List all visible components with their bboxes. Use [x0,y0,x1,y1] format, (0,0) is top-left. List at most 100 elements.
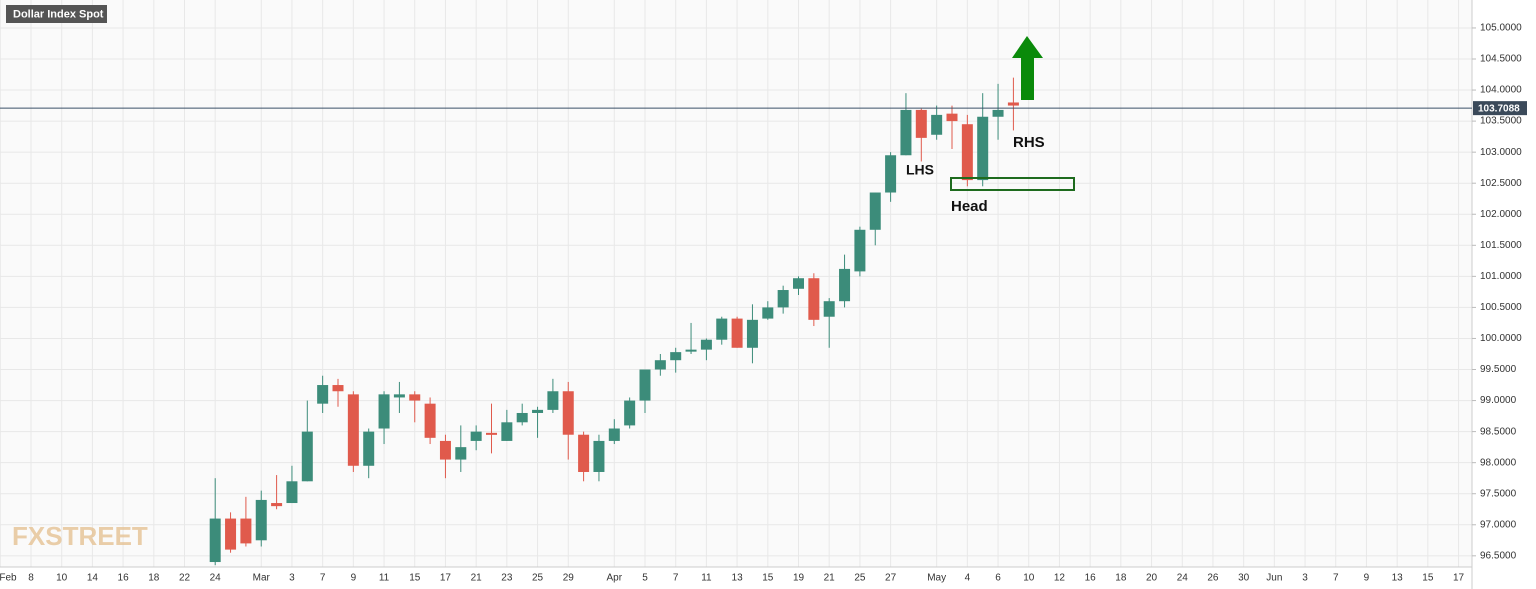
x-tick-label: 24 [1177,573,1189,584]
candle-body [992,109,1004,117]
x-tick-label: 27 [885,573,897,584]
x-tick-label: 9 [351,573,357,584]
candle-body [486,432,497,435]
x-tick-label: 10 [1023,573,1035,584]
candle-body [363,431,375,466]
x-tick-label: 30 [1238,573,1250,584]
x-tick-label: 13 [732,573,744,584]
candle-body [977,116,989,181]
candle-body [854,229,866,272]
candle-body [424,403,436,438]
x-tick-label: Feb [0,573,17,584]
x-tick-label: 18 [148,573,160,584]
candle-body [255,499,267,541]
candle-body [716,318,728,340]
x-tick-label: 19 [793,573,805,584]
candle-body [240,518,252,544]
y-tick-label: 101.5000 [1480,240,1522,251]
y-tick-label: 99.5000 [1480,364,1517,375]
candles [209,77,1019,566]
candle-body [286,481,298,504]
x-tick-label: 22 [179,573,191,584]
watermark: FXSTREET [12,521,148,551]
x-tick-label: 6 [995,573,1001,584]
y-tick-label: 104.5000 [1480,54,1522,65]
x-tick-label: 16 [118,573,130,584]
y-tick-label: 105.0000 [1480,23,1522,34]
x-tick-label: Mar [253,573,271,584]
candle-body [839,268,851,302]
x-tick-label: Jun [1266,573,1282,584]
y-tick-label: 104.0000 [1480,85,1522,96]
y-tick-label: 98.0000 [1480,457,1517,468]
x-tick-label: 5 [642,573,648,584]
candle-body [670,352,682,361]
candle-body [654,360,666,370]
x-tick-label: 29 [563,573,575,584]
y-tick-label: 96.5000 [1480,550,1517,561]
candle-body [378,394,390,429]
y-tick-label: 101.0000 [1480,271,1522,282]
y-tick-label: 100.5000 [1480,302,1522,313]
current-price-box [1473,101,1527,116]
x-tick-label: May [927,573,946,584]
current-price-label: 103.7088 [1478,103,1520,114]
chart-title: Dollar Index Spot [13,8,104,20]
x-tick-label: 4 [965,573,971,584]
x-tick-label: 15 [409,573,421,584]
candle-body [1007,102,1019,106]
x-tick-label: 3 [1302,573,1308,584]
candle-body [578,434,590,472]
x-tick-label: 3 [289,573,295,584]
candle-body [900,109,912,156]
candle-body [608,428,620,441]
x-tick-label: 14 [87,573,99,584]
x-tick-label: 21 [471,573,483,584]
y-tick-label: 103.0000 [1480,147,1522,158]
y-tick-label: 102.5000 [1480,178,1522,189]
candle-body [516,412,528,423]
x-tick-label: 26 [1207,573,1219,584]
grid [0,0,1472,567]
x-tick-label: 17 [440,573,452,584]
x-tick-label: 18 [1115,573,1127,584]
x-tick-label: 8 [28,573,34,584]
x-tick-label: 15 [1422,573,1434,584]
x-tick-label: 7 [673,573,679,584]
annotation: LHS [906,162,934,178]
candle-body [777,290,789,308]
candle-body [347,394,359,466]
x-tick-label: 11 [701,573,712,584]
candle-body [501,422,513,441]
candle-body [593,440,605,472]
y-tick-label: 97.0000 [1480,519,1517,530]
candle-body [823,301,835,317]
x-tick-label: 16 [1085,573,1097,584]
head-zone-box [950,177,1075,191]
candle-body [225,518,237,550]
x-tick-label: 13 [1392,573,1404,584]
x-tick-label: 17 [1453,573,1465,584]
y-tick-label: 102.0000 [1480,209,1522,220]
candle-body [685,349,697,352]
candle-body [470,431,482,441]
x-tick-label: 7 [320,573,326,584]
annotation: Head [951,198,988,215]
y-tick-label: 98.5000 [1480,426,1517,437]
candle-body [332,385,344,392]
candle-body [793,278,804,289]
x-tick-label: 24 [210,573,222,584]
candle-body [624,400,636,426]
candle-body [409,394,421,401]
candle-body [869,192,881,230]
candle-body [209,518,221,563]
x-tick-label: 23 [501,573,513,584]
x-tick-label: Apr [607,573,623,584]
candle-body [271,503,283,507]
y-tick-label: 99.0000 [1480,395,1517,406]
x-tick-label: 11 [379,573,390,584]
x-tick-label: 25 [532,573,544,584]
plot-area [0,0,1472,567]
title-box [6,5,107,23]
